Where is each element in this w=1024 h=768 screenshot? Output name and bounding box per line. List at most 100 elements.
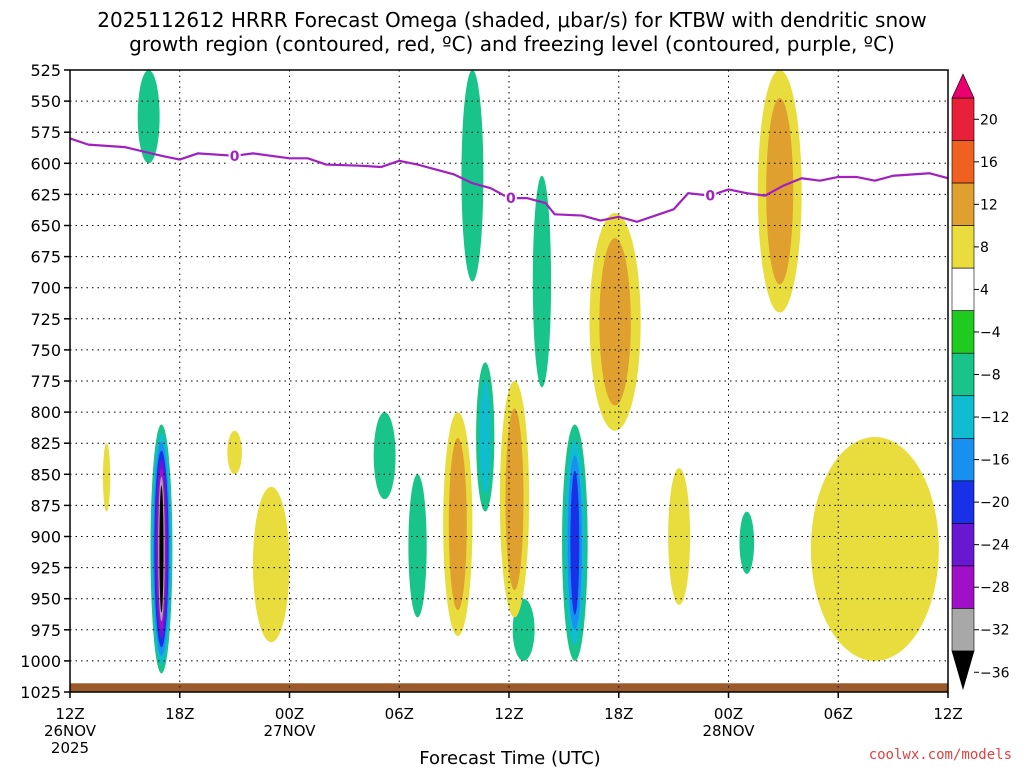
y-tick-label-750: 750	[30, 341, 61, 360]
y-tick-label-950: 950	[30, 590, 61, 609]
surface-strip	[70, 683, 948, 692]
colorbar-label-13: −36	[980, 665, 1010, 681]
surface-shading	[70, 683, 948, 692]
x-axis-label: Forecast Time (UTC)	[419, 748, 600, 768]
x-tick-label-30: 18Z	[604, 705, 633, 723]
freezing-level-contour: 0 0 0	[69, 137, 949, 223]
freezing-label-bg-2	[704, 187, 717, 204]
y-tick-label-725: 725	[30, 310, 61, 329]
omega-feature-16-level-0	[668, 468, 691, 605]
x-tick-label-18: 06Z	[385, 705, 414, 723]
colorbar-bin--32	[951, 565, 975, 609]
y-tick-label-650: 650	[30, 217, 61, 236]
colorbar-label-0: 20	[980, 112, 998, 128]
omega-feature-17-level-0	[227, 430, 242, 475]
omega-feature-1-level-0	[137, 70, 160, 164]
colorbar-label-4: 4	[980, 282, 989, 298]
y-tick-label-875: 875	[30, 496, 61, 515]
y-tick-label-600: 600	[30, 154, 61, 173]
colorbar-label-3: 8	[980, 240, 989, 256]
colorbar-label-11: −28	[980, 580, 1010, 596]
y-tick-label-575: 575	[30, 123, 61, 142]
y-tick-label-775: 775	[30, 372, 61, 391]
chart-title-line2: growth region (contoured, red, ºC) and f…	[129, 32, 895, 56]
freezing-label-bg-1	[504, 190, 517, 207]
x-tick-year-0: 2025	[51, 739, 89, 757]
omega-feature-9-level-0	[739, 511, 755, 574]
omega-feature-13-level-1	[766, 97, 794, 285]
omega-feature-12-level-1	[505, 408, 524, 591]
y-tick-label-550: 550	[30, 92, 61, 111]
omega-feature-11-level-1	[448, 437, 467, 611]
y-axis: 525 550 575 600 625 650 675 700 725 750 775 800 825 8…	[20, 61, 70, 702]
y-tick-label-1000: 1000	[20, 652, 61, 671]
colorbar-bin-4	[951, 225, 975, 269]
y-tick-label-1025: 1025	[20, 683, 61, 702]
colorbar-bin--36	[951, 608, 975, 652]
y-tick-label-900: 900	[30, 528, 61, 547]
x-tick-label-36: 00Z	[714, 705, 743, 723]
x-tick-sublabel-12: 27NOV	[263, 722, 316, 740]
omega-feature-5-level-3	[570, 470, 580, 615]
colorbar-bin--20	[951, 438, 975, 482]
omega-feature-18-level-0	[102, 443, 111, 512]
grid-lines	[70, 70, 948, 692]
x-tick-label-42: 06Z	[824, 705, 853, 723]
freezing-label-1: 0	[506, 191, 516, 207]
y-tick-label-625: 625	[30, 185, 61, 204]
omega-feature-7-level-0	[373, 412, 396, 500]
x-tick-label-48: 12Z	[933, 705, 962, 723]
chart-title-line1: 2025112612 HRRR Forecast Omega (shaded, …	[97, 8, 926, 32]
colorbar-label-10: −24	[980, 538, 1010, 554]
colorbar-label-9: −20	[980, 495, 1010, 511]
omega-feature-2-level-0	[461, 70, 484, 282]
x-tick-sublabel-36: 28NOV	[702, 722, 755, 740]
y-tick-label-700: 700	[30, 279, 61, 298]
credit-text: coolwx.com/models	[869, 747, 1012, 763]
colorbar-bin--12	[951, 352, 975, 397]
x-tick-sublabel-0: 26NOV	[44, 722, 97, 740]
omega-feature-4-level-1	[479, 379, 491, 495]
colorbar-label-8: −16	[980, 453, 1010, 469]
y-tick-label-925: 925	[30, 559, 61, 578]
colorbar-bin-8	[951, 182, 975, 226]
colorbar-bin--16	[951, 395, 975, 439]
omega-feature-0-level-7	[159, 485, 164, 613]
omega-feature-6-level-0	[408, 474, 427, 618]
omega-feature-14-level-0	[810, 436, 939, 661]
colorbar: 20 16 12 8 4 −4 −8 −12 −16 −20 −24 −28 −32 −36	[951, 73, 1010, 691]
y-tick-label-850: 850	[30, 465, 61, 484]
colorbar-label-12: −32	[980, 623, 1010, 639]
x-tick-label-12: 00Z	[275, 705, 304, 723]
omega-feature-15-level-0	[252, 486, 290, 643]
omega-feature-10-level-1	[599, 238, 631, 406]
colorbar-bin--28	[951, 523, 975, 567]
x-tick-label-0: 12Z	[55, 705, 84, 723]
freezing-label-2: 0	[705, 189, 715, 205]
y-tick-label-825: 825	[30, 434, 61, 453]
colorbar-bin-16	[951, 97, 975, 141]
omega-feature-8-level-0	[512, 598, 535, 661]
x-tick-label-24: 12Z	[494, 705, 523, 723]
y-tick-label-525: 525	[30, 61, 61, 80]
freezing-level-line	[69, 137, 949, 223]
y-tick-label-800: 800	[30, 403, 61, 422]
colorbar-bin--4	[951, 267, 975, 311]
omega-feature-3-level-0	[532, 175, 552, 388]
plot-area: 0 0 0	[69, 69, 949, 693]
x-tick-label-6: 18Z	[165, 705, 194, 723]
colorbar-bin--24	[951, 480, 975, 524]
colorbar-top-arrow	[951, 73, 975, 99]
colorbar-bottom-arrow	[951, 650, 975, 691]
y-tick-label-675: 675	[30, 248, 61, 267]
colorbar-bin-12	[951, 140, 975, 184]
colorbar-bin--8	[951, 310, 975, 354]
y-tick-label-975: 975	[30, 621, 61, 640]
colorbar-label-6: −8	[980, 368, 1001, 384]
freezing-label-bg-0	[228, 147, 241, 164]
omega-shading	[102, 69, 939, 674]
colorbar-label-1: 16	[980, 155, 998, 171]
colorbar-label-7: −12	[980, 410, 1010, 426]
